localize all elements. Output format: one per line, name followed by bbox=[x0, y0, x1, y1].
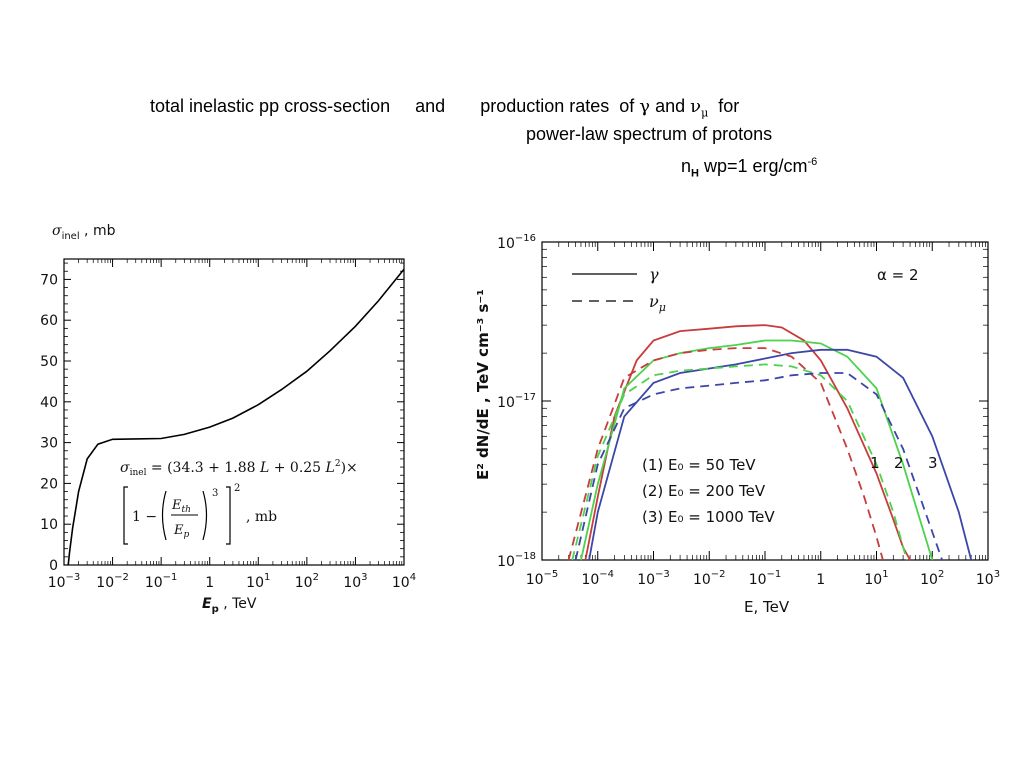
left-y-tick-label: 20 bbox=[40, 476, 58, 492]
formula-line-2: 1 − Eth Ep 3 2 , mb bbox=[123, 483, 277, 545]
left-y-tick-label: 10 bbox=[40, 517, 58, 533]
tev-unit: , TeV bbox=[219, 596, 257, 612]
header-line-2: power-law spectrum of protons bbox=[526, 124, 773, 144]
blue-dashed-curve bbox=[574, 372, 943, 561]
right-x-tick-label: 10−2 bbox=[693, 569, 726, 588]
ep-sub: p bbox=[212, 604, 219, 615]
right-x-tick-label: 103 bbox=[976, 569, 1000, 588]
green-dashed-curve bbox=[571, 363, 908, 561]
left-plot-frame bbox=[63, 258, 405, 566]
gamma-symbol: γ bbox=[639, 96, 651, 117]
header-line-3: nH wp=1 erg/cm-6 bbox=[681, 152, 817, 184]
red-dashed-curve bbox=[567, 347, 884, 561]
density-rest: wp=1 erg/cm bbox=[698, 156, 808, 176]
mb-unit: , mb bbox=[80, 223, 116, 239]
case-3-label: (3) E₀ = 1000 TeV bbox=[642, 508, 775, 526]
density-sub-h: H bbox=[691, 167, 699, 180]
density-n: n bbox=[681, 156, 692, 176]
right-xlabel: E, TeV bbox=[744, 598, 790, 616]
legend-nu: νμ bbox=[649, 292, 666, 314]
left-y-tick-label: 50 bbox=[40, 354, 58, 370]
title-and: and bbox=[415, 96, 446, 116]
left-x-tick-label: 101 bbox=[246, 572, 270, 591]
legend-nu-symbol: ν bbox=[649, 292, 659, 311]
right-x-tick-label: 10−3 bbox=[637, 569, 670, 588]
right-x-tick-label: 101 bbox=[864, 569, 888, 588]
header-line-1: total inelastic pp cross-section and pro… bbox=[150, 96, 739, 124]
curve-label-3: 3 bbox=[928, 454, 938, 472]
case-1-label: (1) E₀ = 50 TeV bbox=[642, 456, 756, 474]
alpha-label: α = 2 bbox=[877, 266, 919, 284]
title-for: for bbox=[718, 96, 740, 116]
legend-mu-sub: μ bbox=[659, 301, 666, 314]
right-x-tick-label: 10−1 bbox=[749, 569, 782, 588]
svg-text:1 −: 1 − bbox=[132, 509, 157, 525]
green-solid-curve bbox=[580, 339, 934, 561]
cross-section-curve bbox=[67, 268, 405, 566]
right-x-tick-label: 10−5 bbox=[526, 569, 559, 588]
left-x-tick-label: 10−3 bbox=[48, 572, 81, 591]
title-production-rates: production rates of bbox=[480, 96, 635, 116]
left-y-ticks: 0 10 20 30 40 50 60 70 bbox=[40, 262, 404, 574]
left-y-tick-label: 40 bbox=[40, 395, 58, 411]
left-x-tick-label: 1 bbox=[205, 575, 214, 591]
curve-label-2: 2 bbox=[894, 454, 904, 472]
mu-subscript: μ bbox=[701, 106, 709, 120]
title-cross-section: total inelastic pp cross-section bbox=[150, 96, 391, 116]
left-x-tick-label: 104 bbox=[392, 572, 416, 591]
case-2-label: (2) E₀ = 200 TeV bbox=[642, 482, 766, 500]
left-x-tick-label: 10−2 bbox=[96, 572, 129, 591]
nu-symbol: ν bbox=[690, 96, 702, 117]
left-xlabel: Ep , TeV bbox=[202, 596, 257, 615]
left-y-tick-label: 30 bbox=[40, 436, 58, 452]
production-rate-chart: 10−16 10−17 10−18 10−5 10−4 10−3 10−2 10−1 1 101… bbox=[474, 233, 1000, 616]
density-exponent: -6 bbox=[807, 156, 818, 168]
left-y-tick-label: 60 bbox=[40, 313, 58, 329]
left-x-tick-label: 102 bbox=[295, 572, 319, 591]
formula-line-1: σinel = (34.3 + 1.88 L + 0.25 L2)× bbox=[120, 459, 358, 478]
left-y-tick-label: 0 bbox=[49, 558, 58, 574]
blue-solid-curve bbox=[588, 348, 973, 561]
red-solid-curve bbox=[584, 324, 911, 561]
right-y-tick-label: 10−17 bbox=[497, 392, 536, 411]
inel-sub: inel bbox=[62, 231, 80, 242]
curve-label-1: 1 bbox=[870, 454, 880, 472]
svg-text:Ep: Ep bbox=[173, 523, 190, 540]
left-ylabel: σinel , mb bbox=[52, 223, 116, 242]
left-x-tick-label: 10−1 bbox=[145, 572, 178, 591]
right-x-tick-label: 102 bbox=[920, 569, 944, 588]
right-y-tick-label: 10−16 bbox=[497, 233, 536, 252]
right-x-tick-label: 1 bbox=[816, 572, 825, 588]
right-curves bbox=[567, 324, 973, 561]
left-y-tick-label: 70 bbox=[40, 272, 58, 288]
svg-text:Eth: Eth bbox=[171, 498, 191, 515]
title-and-2: and bbox=[655, 96, 686, 116]
right-ylabel: E² dN/dE , TeV cm⁻³ s⁻¹ bbox=[474, 289, 492, 480]
left-x-tick-label: 103 bbox=[343, 572, 367, 591]
right-x-tick-label: 10−4 bbox=[581, 569, 614, 588]
right-y-tick-label: 10−18 bbox=[497, 551, 536, 570]
sigma-symbol: σ bbox=[52, 223, 62, 239]
right-x-ticks: 10−5 10−4 10−3 10−2 10−1 1 101 102 103 bbox=[526, 242, 1000, 588]
ep-symbol: E bbox=[202, 596, 212, 612]
svg-text:2: 2 bbox=[234, 483, 240, 494]
svg-text:3: 3 bbox=[212, 488, 218, 499]
legend-gamma: γ bbox=[649, 265, 659, 284]
left-x-ticks: 10−3 10−2 10−1 1 101 102 103 104 bbox=[48, 259, 416, 591]
svg-text:, mb: , mb bbox=[246, 509, 277, 525]
